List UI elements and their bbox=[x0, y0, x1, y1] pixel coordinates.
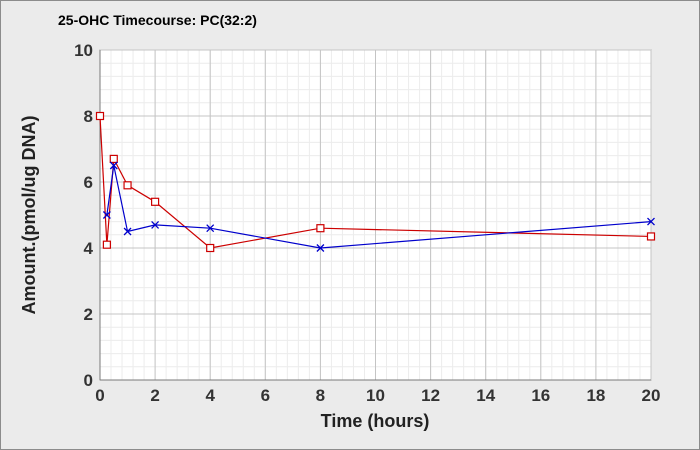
data-point-square bbox=[206, 243, 215, 253]
x-marker-stroke bbox=[316, 244, 325, 252]
data-point-square bbox=[151, 197, 160, 206]
y-tick-label: 2 bbox=[84, 305, 93, 324]
y-tick-label: 4 bbox=[84, 239, 94, 258]
x-marker-stroke bbox=[206, 224, 215, 233]
y-tick-label: 0 bbox=[84, 371, 93, 390]
x-marker-stroke bbox=[151, 220, 160, 229]
x-tick-label: 0 bbox=[95, 386, 104, 405]
series-layer bbox=[95, 111, 656, 253]
x-tick-label: 6 bbox=[261, 386, 270, 405]
x-tick-label: 10 bbox=[366, 386, 385, 405]
data-point-square bbox=[109, 154, 118, 163]
series-2 bbox=[102, 161, 655, 252]
x-tick-label: 8 bbox=[316, 386, 325, 405]
chart-title: 25-OHC Timecourse: PC(32:2) bbox=[58, 12, 257, 28]
x-tick-label: 4 bbox=[205, 386, 215, 405]
x-axis-ticks: 0 2 4 6 8 10 12 14 16 18 20 bbox=[95, 386, 660, 405]
x-marker-stroke bbox=[109, 161, 118, 170]
series-1 bbox=[95, 111, 656, 253]
x-marker-stroke bbox=[102, 211, 111, 219]
data-point-x bbox=[151, 220, 160, 229]
x-marker-stroke bbox=[647, 217, 655, 226]
x-tick-label: 12 bbox=[421, 386, 440, 405]
x-tick-label: 2 bbox=[150, 386, 159, 405]
data-point-square bbox=[95, 111, 105, 121]
data-point-x bbox=[102, 211, 111, 219]
data-point-x bbox=[647, 217, 655, 226]
x-tick-label: 20 bbox=[642, 386, 661, 405]
data-point-x bbox=[316, 244, 325, 252]
y-tick-label: 6 bbox=[84, 173, 93, 192]
data-point-square bbox=[102, 240, 111, 249]
x-tick-label: 18 bbox=[586, 386, 605, 405]
data-point-x bbox=[123, 227, 132, 236]
data-point-square bbox=[646, 232, 656, 241]
data-point-x bbox=[206, 224, 215, 233]
x-marker-stroke bbox=[123, 227, 132, 236]
y-axis-label: Amount.(pmol/ug DNA) bbox=[19, 116, 39, 315]
x-tick-label: 16 bbox=[531, 386, 550, 405]
x-tick-label: 14 bbox=[476, 386, 495, 405]
y-axis-ticks: 0 2 4 6 8 10 bbox=[74, 41, 93, 390]
data-point-square bbox=[316, 224, 325, 233]
data-point-square bbox=[123, 181, 132, 190]
x-axis-label: Time (hours) bbox=[321, 411, 430, 431]
major-gridlines bbox=[99, 49, 652, 381]
y-tick-label: 10 bbox=[74, 41, 93, 60]
series-line bbox=[99, 115, 652, 249]
data-point-x bbox=[109, 161, 118, 170]
y-tick-label: 8 bbox=[84, 107, 93, 126]
